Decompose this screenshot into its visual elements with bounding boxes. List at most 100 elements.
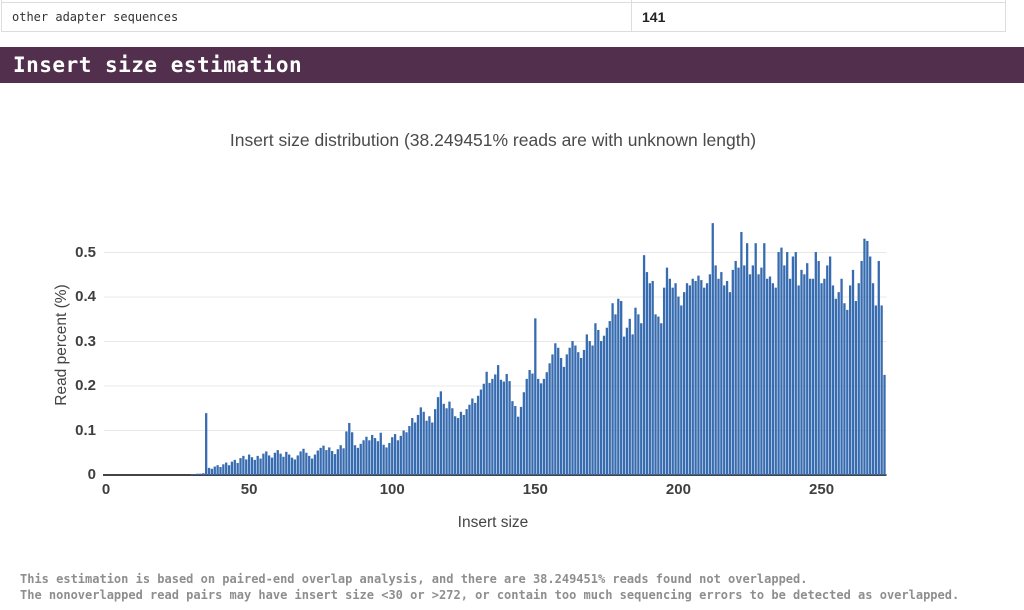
- histogram-bar: [428, 416, 431, 475]
- histogram-bar: [474, 402, 477, 475]
- histogram-bar: [714, 265, 717, 475]
- histogram-bar: [413, 422, 417, 475]
- histogram-bar: [734, 260, 737, 475]
- histogram-bar: [239, 458, 242, 475]
- histogram-bar: [800, 269, 803, 476]
- histogram-bar: [545, 372, 548, 475]
- histogram-bar: [488, 382, 491, 475]
- x-tick-label: 200: [665, 481, 691, 498]
- histogram-bar: [557, 347, 560, 475]
- histogram-bar: [757, 274, 760, 475]
- histogram-bar: [376, 441, 380, 475]
- histogram-bar: [496, 365, 500, 475]
- histogram-bar: [554, 343, 557, 475]
- histogram-bar: [339, 445, 342, 476]
- histogram-bar: [866, 240, 869, 475]
- histogram-bar: [293, 459, 297, 476]
- histogram-bar: [227, 465, 231, 475]
- histogram-bar: [780, 247, 783, 475]
- histogram-bar: [267, 455, 271, 475]
- histogram-bar: [525, 378, 528, 475]
- histogram-bar: [671, 287, 674, 475]
- histogram-bar: [705, 283, 709, 475]
- histogram-bar: [811, 278, 815, 475]
- histogram-bar: [591, 345, 594, 475]
- histogram-bar: [617, 298, 620, 475]
- histogram-bar: [588, 341, 591, 475]
- histogram-bar: [840, 278, 843, 475]
- histogram-bar: [771, 283, 775, 475]
- histogram-bar: [806, 263, 809, 475]
- histogram-bar: [322, 445, 325, 475]
- histogram-bar: [774, 287, 777, 475]
- histogram-bar: [654, 314, 657, 475]
- histogram-bar: [193, 474, 196, 475]
- x-tick-label: 250: [809, 481, 835, 498]
- y-tick-label: 0: [87, 466, 96, 483]
- table-row: other adapter sequences 141: [1, 2, 1006, 32]
- histogram-bar: [863, 238, 866, 475]
- histogram-bar: [425, 420, 428, 475]
- histogram-bar: [462, 414, 465, 476]
- histogram-bar: [568, 347, 571, 475]
- histogram-bar: [219, 466, 222, 475]
- histogram-bar: [316, 450, 319, 475]
- histogram-bar: [405, 432, 408, 475]
- histogram-bar: [565, 354, 568, 475]
- histogram-bar: [645, 272, 649, 475]
- histogram-bar: [677, 296, 680, 475]
- histogram-bar: [877, 260, 880, 475]
- histogram-bar: [531, 373, 534, 475]
- histogram-bar: [333, 454, 337, 475]
- histogram-bar: [614, 314, 617, 475]
- histogram-bar: [402, 430, 405, 475]
- histogram-bar: [542, 378, 546, 475]
- histogram-bar: [720, 272, 723, 475]
- histogram-bar: [342, 448, 345, 475]
- adapter-table: other adapter sequences 141: [1, 0, 1006, 32]
- histogram-bar: [768, 276, 772, 475]
- histogram-bar: [642, 255, 646, 475]
- histogram-bar: [242, 455, 245, 475]
- histogram-bar: [697, 275, 700, 475]
- histogram-bar: [574, 345, 577, 475]
- histogram-bar: [522, 392, 526, 475]
- histogram-bar: [657, 316, 660, 475]
- y-tick-label: 0.1: [75, 421, 96, 439]
- histogram-bar: [763, 243, 766, 475]
- histogram-bar: [582, 349, 586, 475]
- histogram-bar: [660, 323, 663, 475]
- histogram-bar: [668, 278, 671, 475]
- histogram-bar: [236, 462, 239, 476]
- histogram-bar: [828, 256, 832, 475]
- histogram-bar: [494, 374, 497, 475]
- y-tick-label: 0.4: [75, 288, 96, 305]
- histogram-bar: [459, 411, 463, 475]
- histogram-bar: [674, 283, 677, 475]
- histogram-bar: [408, 426, 411, 475]
- histogram-bar: [751, 265, 754, 475]
- histogram-bar: [849, 285, 852, 475]
- histogram-bar: [210, 468, 214, 475]
- histogram-bar: [857, 283, 860, 475]
- histogram-bar: [442, 403, 445, 475]
- histogram-bar: [336, 449, 339, 475]
- histogram-bar: [725, 280, 729, 475]
- histogram-bar: [479, 389, 483, 475]
- histogram-bar: [319, 447, 322, 475]
- x-tick-label: 150: [522, 481, 548, 498]
- histogram-bar: [454, 416, 457, 475]
- histogram-bar: [665, 267, 669, 475]
- histogram-bar: [794, 252, 797, 475]
- histogram-bar: [288, 454, 291, 475]
- histogram-bar: [728, 292, 732, 475]
- histogram-bar: [256, 455, 259, 475]
- histogram-bar: [788, 278, 792, 475]
- histogram-bar: [416, 414, 420, 476]
- histogram-bar: [517, 416, 520, 475]
- histogram-bar: [511, 401, 514, 475]
- histogram-bar: [880, 305, 883, 475]
- section-title-insert-size-estimation[interactable]: Insert size estimation: [0, 47, 1024, 83]
